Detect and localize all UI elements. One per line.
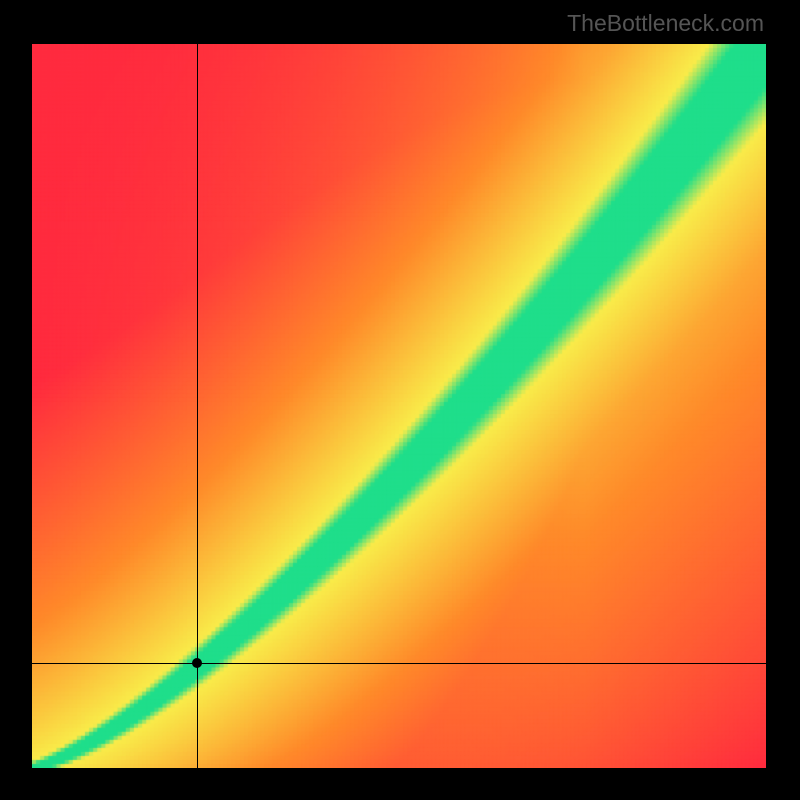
watermark-text: TheBottleneck.com (567, 10, 764, 37)
crosshair-horizontal (32, 663, 766, 664)
bottleneck-heatmap (32, 44, 766, 768)
